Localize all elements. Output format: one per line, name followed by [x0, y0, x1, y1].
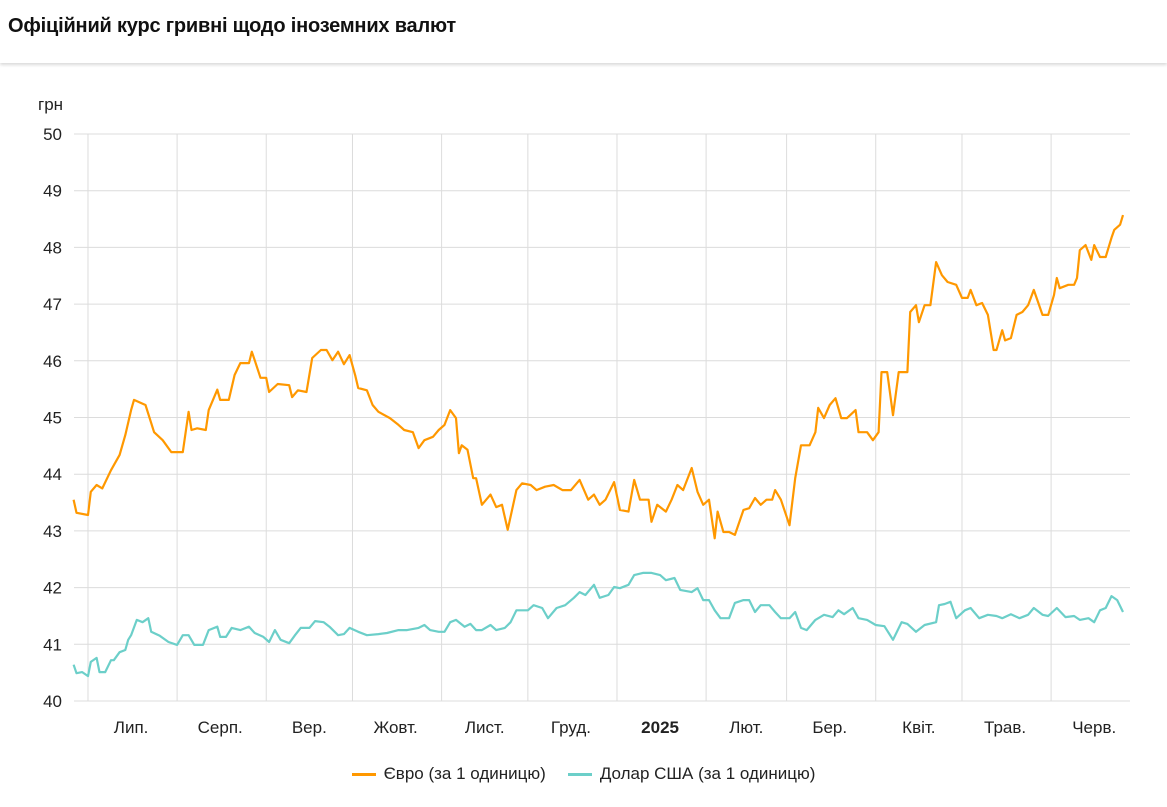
page-title: Офіційний курс гривні щодо іноземних вал…	[8, 15, 456, 37]
y-tick-label: 47	[43, 295, 62, 314]
y-tick-label: 50	[43, 125, 62, 144]
x-tick-label: Лип.	[114, 718, 149, 737]
legend-item-euro[interactable]: Євро (за 1 одиницю)	[351, 764, 546, 784]
legend-swatch-usd	[567, 772, 592, 776]
x-tick-label: Черв.	[1072, 718, 1116, 737]
x-tick-label: Серп.	[198, 718, 243, 737]
grid	[74, 133, 1130, 702]
y-tick-label: 49	[43, 182, 62, 201]
x-tick-label: Трав.	[984, 718, 1026, 737]
y-ticks: 50 49 48 47 46 45 44 43 42 41 40	[43, 125, 62, 711]
series-line-usd	[72, 571, 1124, 678]
y-tick-label: 44	[43, 465, 62, 484]
y-tick-label: 48	[43, 238, 62, 257]
legend: Євро (за 1 одиницю) Долар США (за 1 один…	[0, 764, 1167, 784]
x-ticks: Лип. Серп. Вер. Жовт. Лист. Груд. 2025 Лют. Бер.…	[114, 718, 1116, 737]
y-tick-label: 40	[43, 692, 62, 711]
y-tick-label: 41	[43, 635, 62, 654]
legend-label-usd: Долар США (за 1 одиницю)	[599, 764, 816, 783]
x-tick-label: 2025	[641, 718, 679, 737]
x-tick-label: Вер.	[292, 718, 327, 737]
legend-swatch-euro	[351, 772, 376, 776]
series-line-euro	[72, 214, 1125, 540]
x-tick-label: Лют.	[729, 718, 763, 737]
y-tick-label: 42	[43, 579, 62, 598]
x-tick-label: Квіт.	[902, 718, 935, 737]
x-tick-label: Бер.	[812, 718, 847, 737]
y-tick-label: 45	[43, 409, 62, 428]
y-tick-label: 46	[43, 352, 62, 371]
y-axis-label: грн	[38, 95, 63, 114]
series-lines	[72, 214, 1125, 678]
x-tick-label: Жовт.	[373, 718, 417, 737]
legend-item-usd[interactable]: Долар США (за 1 одиницю)	[567, 764, 816, 784]
y-tick-label: 43	[43, 522, 62, 541]
legend-label-euro: Євро (за 1 одиницю)	[383, 764, 546, 783]
header: Офіційний курс гривні щодо іноземних вал…	[0, 0, 1167, 63]
x-tick-label: Груд.	[551, 718, 591, 737]
x-tick-label: Лист.	[465, 718, 505, 737]
